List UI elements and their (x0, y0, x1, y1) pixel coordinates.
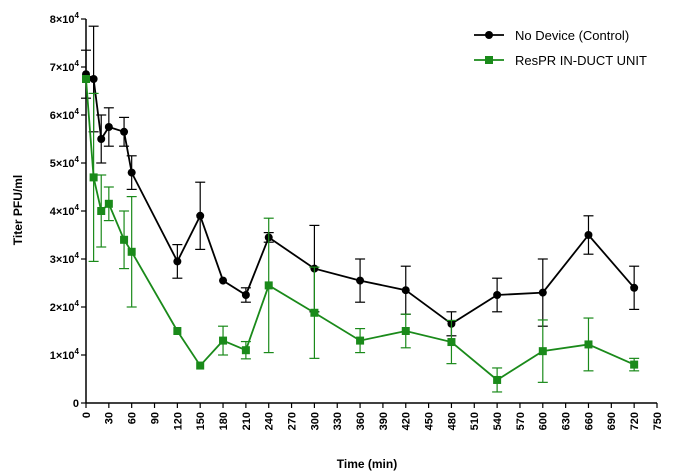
data-point (356, 276, 365, 285)
data-point (196, 211, 205, 220)
x-tick-label: 750 (652, 412, 664, 430)
x-tick-label: 360 (355, 412, 367, 430)
x-tick-label: 390 (378, 412, 390, 430)
data-point (173, 327, 182, 335)
y-tick-label: 5×104 (50, 155, 80, 170)
data-point (219, 276, 228, 285)
y-tick-label: 0 (73, 398, 79, 410)
data-point (356, 336, 365, 345)
data-point (82, 75, 90, 83)
data-point (310, 308, 319, 317)
x-tick-label: 450 (424, 412, 436, 430)
x-tick-label: 570 (515, 412, 527, 430)
data-point (89, 75, 98, 83)
x-tick-label: 0 (81, 412, 93, 418)
data-point (173, 257, 182, 266)
data-point (241, 346, 250, 355)
x-tick-label: 510 (469, 412, 481, 430)
y-axis-title: Titer PFU/ml (11, 175, 25, 245)
x-tick-label: 330 (332, 412, 344, 430)
series-2 (82, 75, 640, 393)
x-tick-label: 240 (264, 412, 276, 430)
legend-item-1: No Device (Control) (474, 28, 629, 43)
legend-item-2: ResPR IN-DUCT UNIT (474, 53, 647, 68)
data-point (493, 375, 502, 384)
data-point (196, 361, 205, 370)
legend-marker (485, 56, 493, 64)
data-point (630, 360, 639, 369)
y-tick-label: 8×104 (50, 11, 80, 26)
data-point (120, 127, 129, 136)
x-tick-label: 630 (561, 412, 573, 430)
x-tick-label: 540 (492, 412, 504, 430)
data-point (104, 199, 113, 208)
legend-label: No Device (Control) (515, 28, 629, 43)
data-point (241, 291, 250, 299)
data-point (630, 283, 639, 292)
data-point (584, 340, 593, 349)
data-point (264, 281, 273, 290)
data-point (584, 231, 593, 239)
data-point (401, 286, 410, 295)
data-point (538, 288, 547, 297)
x-tick-label: 690 (606, 412, 618, 430)
legend-marker (485, 31, 493, 39)
x-tick-label: 660 (583, 412, 595, 430)
x-tick-label: 210 (241, 412, 253, 430)
x-tick-label: 60 (127, 412, 139, 424)
x-tick-label: 270 (286, 412, 298, 430)
data-point (219, 336, 228, 345)
series-1 (81, 25, 640, 337)
x-tick-label: 180 (218, 412, 230, 430)
y-tick-label: 3×104 (50, 251, 80, 266)
x-tick-label: 600 (538, 412, 550, 430)
y-tick-label: 4×104 (50, 203, 80, 218)
data-point (493, 291, 502, 299)
data-point (447, 338, 456, 347)
data-point (104, 123, 113, 131)
data-point (97, 207, 106, 215)
y-tick-label: 2×104 (50, 299, 80, 314)
data-point (89, 173, 98, 182)
y-tick-label: 6×104 (50, 107, 80, 122)
y-tick-label: 7×104 (50, 59, 80, 74)
x-tick-label: 30 (104, 412, 116, 424)
y-tick-label: 1×104 (50, 347, 80, 362)
x-tick-label: 300 (309, 412, 321, 430)
data-point (127, 168, 136, 177)
x-tick-label: 150 (195, 412, 207, 430)
legend-label: ResPR IN-DUCT UNIT (515, 53, 647, 68)
data-point (401, 327, 410, 335)
x-tick-label: 480 (446, 412, 458, 430)
data-point (97, 135, 106, 143)
x-tick-label: 90 (149, 412, 161, 424)
data-point (120, 235, 129, 244)
x-tick-label: 120 (172, 412, 184, 430)
x-tick-label: 720 (629, 412, 641, 430)
x-axis-title: Time (min) (337, 457, 397, 471)
data-point (127, 247, 136, 256)
x-tick-label: 420 (401, 412, 413, 430)
data-point (538, 347, 547, 356)
